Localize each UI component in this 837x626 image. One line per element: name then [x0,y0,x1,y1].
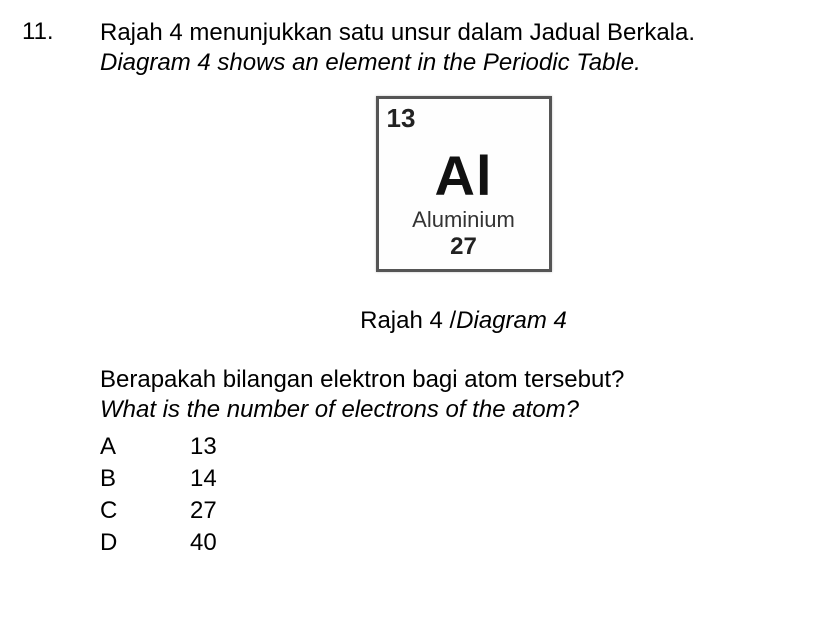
option-letter: A [100,431,190,463]
option-letter: D [100,527,190,559]
option-value: 14 [190,463,250,495]
question-content: Rajah 4 menunjukkan satu unsur dalam Jad… [100,18,827,559]
option-row: D 40 [100,527,827,559]
element-name: Aluminium [379,207,549,233]
mass-number: 27 [379,233,549,261]
option-value: 40 [190,527,250,559]
diagram-caption: Rajah 4 /Diagram 4 [100,307,827,335]
atomic-number: 13 [387,103,416,134]
option-value: 13 [190,431,250,463]
caption-en: Diagram 4 [456,307,567,334]
caption-ms: Rajah 4 [360,307,449,334]
option-letter: C [100,495,190,527]
option-letter: B [100,463,190,495]
options-list: A 13 B 14 C 27 D 40 [100,431,827,559]
option-row: B 14 [100,463,827,495]
page-container: 11. Rajah 4 menunjukkan satu unsur dalam… [0,0,837,626]
intro-line-ms: Rajah 4 menunjukkan satu unsur dalam Jad… [100,18,827,48]
question-en: What is the number of electrons of the a… [100,395,827,425]
question-block: Berapakah bilangan elektron bagi atom te… [100,365,827,559]
option-row: A 13 [100,431,827,463]
diagram-wrap: 13 Al Aluminium 27 Rajah 4 /Diagram 4 [100,96,827,335]
intro-line-en: Diagram 4 shows an element in the Period… [100,48,827,78]
element-tile: 13 Al Aluminium 27 [376,96,552,272]
question-number: 11. [22,18,54,46]
option-row: C 27 [100,495,827,527]
element-symbol: Al [379,143,549,208]
option-value: 27 [190,495,250,527]
question-ms: Berapakah bilangan elektron bagi atom te… [100,365,827,395]
